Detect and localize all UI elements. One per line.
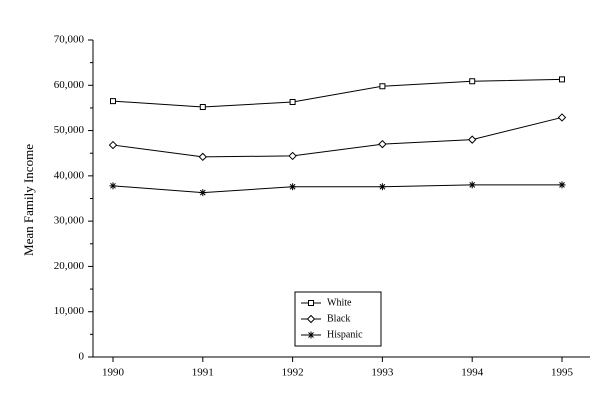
y-tick-label: 70,000 [54, 34, 85, 46]
marker [199, 104, 206, 111]
marker [468, 181, 476, 189]
marker [306, 314, 316, 324]
marker [199, 189, 207, 197]
y-tick-label: 50,000 [54, 124, 85, 136]
marker [307, 331, 315, 339]
x-tick-label: 1990 [102, 367, 125, 379]
y-tick-label: 60,000 [54, 79, 85, 91]
marker [467, 135, 477, 144]
marker [378, 139, 387, 149]
line [112, 184, 562, 194]
x-tick-label: 1995 [551, 367, 574, 379]
marker [288, 151, 297, 161]
legend-label: White [327, 297, 352, 308]
x-tick-label: 1991 [192, 367, 214, 379]
marker [289, 183, 297, 191]
marker [559, 76, 565, 83]
x-tick-label: 1994 [461, 367, 484, 379]
marker [109, 182, 117, 190]
marker [108, 140, 118, 150]
marker [308, 300, 314, 306]
marker [558, 181, 566, 189]
y-tick-label: 40,000 [54, 169, 85, 181]
marker [378, 183, 386, 191]
y-tick-label: 0 [79, 351, 85, 363]
y-tick-label: 10,000 [54, 305, 85, 317]
line [112, 78, 563, 108]
marker [110, 98, 116, 105]
x-tick-label: 1993 [371, 367, 394, 379]
line [112, 116, 563, 158]
marker [379, 83, 386, 90]
marker [469, 78, 476, 85]
y-tick-label: 20,000 [54, 260, 85, 272]
legend-label: Hispanic [327, 329, 363, 340]
legend-label: Black [327, 313, 350, 324]
marker [198, 152, 208, 162]
y-tick-label: 30,000 [54, 215, 85, 227]
y-axis-label: Mean Family Income [21, 144, 36, 256]
x-tick-label: 1992 [282, 367, 304, 379]
marker [289, 99, 296, 106]
marker [557, 113, 567, 122]
